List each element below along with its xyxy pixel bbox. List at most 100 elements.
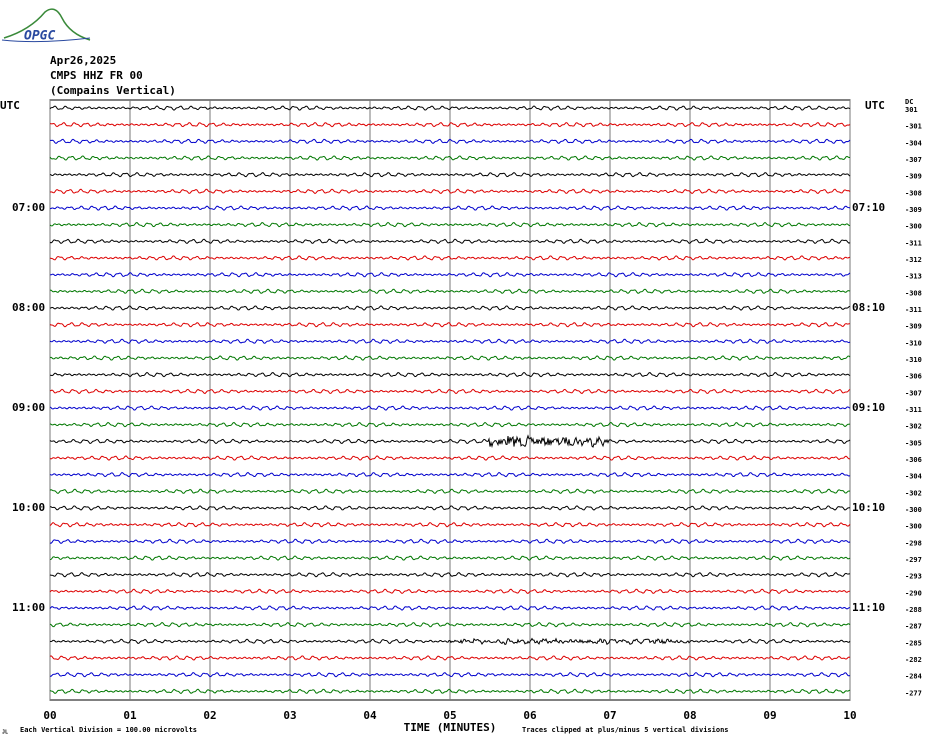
trace	[49, 588, 851, 594]
dc-value: -310	[905, 356, 922, 364]
left-time-label: 08:00	[12, 301, 45, 314]
dc-value: -312	[905, 256, 922, 264]
logo-mark	[3, 8, 91, 41]
x-tick-label: 10	[843, 709, 856, 722]
trace	[49, 172, 851, 178]
dc-value: -287	[905, 623, 922, 631]
right-time-label: 10:10	[852, 501, 885, 514]
division-note: Each Vertical Division = 100.00 microvol…	[20, 726, 197, 734]
right-time-label: 08:10	[852, 301, 885, 314]
trace	[49, 188, 851, 195]
dc-value: -310	[905, 339, 922, 347]
dc-value: -304	[905, 139, 922, 147]
left-time-label: 09:00	[12, 401, 45, 414]
dc-label: DC	[905, 98, 913, 106]
x-tick-label: 09	[763, 709, 776, 722]
left-time-label: UTC	[0, 99, 20, 112]
trace	[49, 471, 851, 478]
trace	[49, 555, 851, 561]
dc-value: -308	[905, 289, 922, 297]
dc-value: -306	[905, 456, 922, 464]
left-time-label: 10:00	[12, 501, 45, 514]
right-time-label: 07:10	[852, 201, 885, 214]
trace	[49, 355, 851, 361]
trace	[49, 488, 851, 494]
trace	[50, 371, 851, 378]
dc-value: -307	[905, 389, 922, 397]
dc-value: -302	[905, 489, 922, 497]
right-time-label: UTC	[865, 99, 885, 112]
dc-value: -304	[905, 473, 922, 481]
trace	[49, 221, 851, 228]
dc-value: -293	[905, 573, 922, 581]
dc-value: -302	[905, 423, 922, 431]
dc-value: -300	[905, 223, 922, 231]
trace	[49, 255, 851, 261]
right-time-label: 11:10	[852, 601, 885, 614]
trace	[49, 688, 851, 695]
trace	[49, 455, 851, 461]
dc-value: -288	[905, 606, 922, 614]
dc-value: -309	[905, 206, 922, 214]
trace	[49, 122, 851, 128]
dc-value: -307	[905, 156, 922, 164]
right-time-label: 09:10	[852, 401, 885, 414]
trace	[49, 322, 850, 328]
dc-value: -297	[905, 556, 922, 564]
dc-value: -306	[905, 373, 922, 381]
trace	[49, 338, 851, 344]
logo-line	[1, 37, 91, 43]
dc-value: -313	[905, 273, 922, 281]
trace	[49, 305, 851, 311]
x-tick-label: 00	[43, 709, 56, 722]
trace	[49, 238, 851, 244]
trace	[49, 621, 851, 628]
trace	[49, 272, 851, 278]
trace	[49, 655, 851, 661]
left-time-label: 11:00	[12, 601, 45, 614]
dc-value: -300	[905, 523, 922, 531]
x-tick-label: 06	[523, 709, 537, 722]
trace	[49, 388, 851, 395]
dc-value: -311	[905, 406, 922, 414]
x-tick-label: 01	[123, 709, 137, 722]
trace	[49, 637, 851, 646]
trace	[50, 505, 851, 511]
date: Apr26,2025	[50, 54, 116, 67]
dc-value: -290	[905, 589, 922, 597]
dc-value: -311	[905, 239, 922, 247]
trace	[49, 672, 851, 678]
logo-text: OPGC	[24, 29, 55, 44]
trace	[49, 572, 850, 578]
dc-value: 301	[905, 106, 918, 114]
trace	[49, 434, 851, 449]
clip-note: Traces clipped at plus/minus 5 vertical …	[522, 726, 729, 734]
trace	[49, 405, 851, 411]
dc-value: -311	[905, 306, 922, 314]
dc-value: -309	[905, 173, 922, 181]
trace	[49, 522, 851, 528]
left-time-label: 07:00	[12, 201, 45, 214]
trace	[49, 138, 851, 144]
x-title: TIME (MINUTES)	[404, 721, 497, 734]
dc-value: -298	[905, 539, 922, 547]
trace	[49, 288, 851, 294]
station: CMPS HHZ FR 00	[50, 69, 143, 82]
dc-value: -285	[905, 639, 922, 647]
x-tick-label: 05	[443, 709, 456, 722]
x-tick-label: 08	[683, 709, 696, 722]
dc-value: -300	[905, 506, 922, 514]
dc-value: -308	[905, 189, 922, 197]
trace	[49, 421, 851, 428]
trace	[49, 605, 851, 611]
dc-value: -301	[905, 123, 922, 131]
dc-value: -309	[905, 323, 922, 331]
trace	[49, 155, 850, 161]
dc-value: -282	[905, 656, 922, 664]
location: (Compains Vertical)	[50, 84, 176, 97]
trace	[49, 538, 851, 545]
x-tick-label: 03	[283, 709, 296, 722]
dc-value: -277	[905, 689, 922, 697]
